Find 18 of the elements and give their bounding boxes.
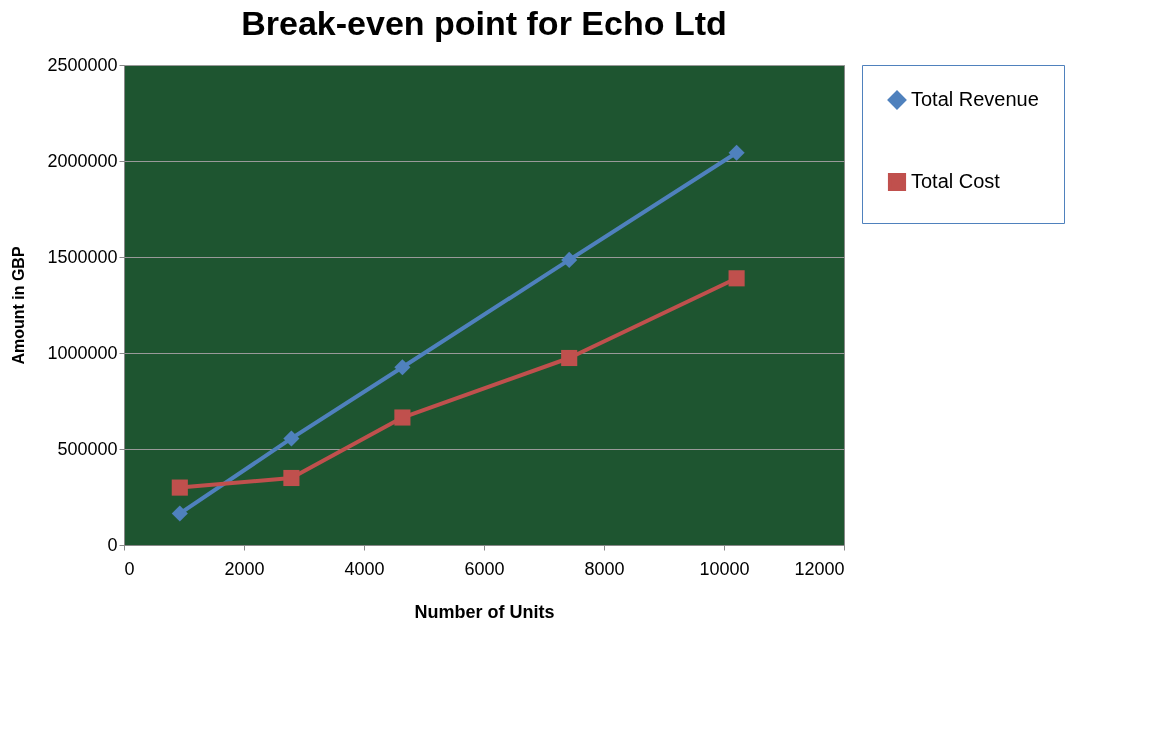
y-tick-label: 2500000 (47, 54, 118, 75)
x-tick-label: 2000 (224, 558, 265, 579)
x-tick-label: 12000 (794, 558, 845, 579)
y-axis-title: Amount in GBP (10, 246, 28, 365)
y-tick-label: 500000 (57, 438, 118, 459)
x-tick-label: 6000 (464, 558, 505, 579)
legend-label: Total Revenue (911, 88, 1039, 110)
x-axis-title: Number of Units (414, 601, 555, 622)
x-tick-label: 8000 (584, 558, 625, 579)
legend-label: Total Cost (911, 170, 1001, 192)
y-tick-label: 1000000 (47, 342, 118, 363)
y-tick-label: 1500000 (47, 246, 118, 267)
x-tick-label: 4000 (344, 558, 385, 579)
x-tick-label: 0 (124, 558, 135, 579)
x-tick-label: 10000 (699, 558, 750, 579)
y-tick-label: 0 (107, 534, 118, 555)
chart-title: Break-even point for Echo Ltd (241, 4, 727, 42)
y-tick-label: 2000000 (47, 150, 118, 171)
